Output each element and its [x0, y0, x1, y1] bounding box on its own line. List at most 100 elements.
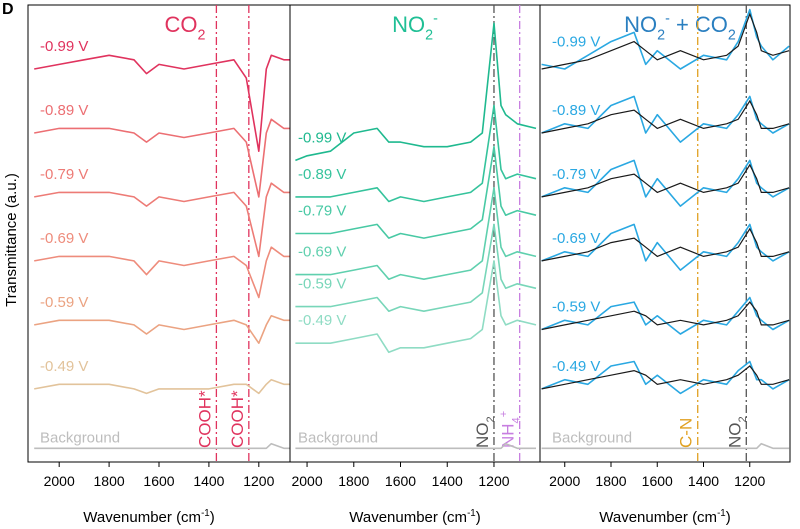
reference-label: NH4+	[498, 411, 523, 448]
text-part: -1	[467, 508, 476, 519]
x-tick-label: 2000	[44, 473, 75, 489]
spectrum	[541, 442, 790, 450]
series-label: Background	[552, 429, 632, 446]
fit-curve	[541, 12, 790, 70]
x-tick-label: 2000	[549, 473, 580, 489]
text-part: 4	[511, 417, 523, 423]
plot-frame	[539, 4, 791, 463]
text-part: +	[498, 411, 510, 417]
x-axis-label: Wavenumber (cm-1)	[83, 508, 214, 526]
x-tick-label: 1600	[143, 473, 174, 489]
text-part: Wavenumber (cm	[599, 509, 717, 526]
series-label: -0.99 V	[40, 38, 88, 55]
fit-curve	[541, 99, 790, 134]
text-part: COOH*	[195, 390, 214, 448]
series-label: -0.59 V	[40, 294, 88, 311]
fit-curve	[541, 365, 790, 390]
text-part: NO	[392, 12, 425, 37]
text-part: )	[726, 509, 731, 526]
text-part: )	[476, 509, 481, 526]
series-label: -0.89 V	[298, 166, 346, 183]
text-part: 2	[657, 28, 665, 44]
spectrum	[295, 145, 537, 239]
spectrum	[34, 442, 290, 450]
series-label: Background	[40, 429, 120, 446]
text-part: 2	[485, 416, 497, 422]
reference-label: COOH*	[195, 390, 214, 448]
x-tick-label: 1800	[338, 473, 369, 489]
text-part: + CO	[670, 12, 728, 37]
text-part: 2	[425, 28, 433, 44]
series-label: -0.49 V	[298, 312, 346, 329]
x-tick-label: 1200	[734, 473, 765, 489]
series-label: -0.99 V	[298, 129, 346, 146]
y-axis-label: Transmittance (a.u.)	[3, 173, 20, 307]
spectrum	[295, 104, 537, 203]
series-label: -0.69 V	[298, 244, 346, 261]
text-part: NO	[473, 423, 492, 449]
text-part: Wavenumber (cm	[83, 509, 201, 526]
reference-label: NO2	[473, 416, 497, 448]
x-axis-label: Wavenumber (cm-1)	[599, 508, 730, 526]
panel-label: D	[2, 1, 14, 18]
x-tick-label: 2000	[291, 473, 322, 489]
spectrum	[295, 187, 537, 280]
x-tick-label: 1200	[478, 473, 509, 489]
series-label: -0.79 V	[298, 202, 346, 219]
series-label: -0.69 V	[40, 230, 88, 247]
spectrum	[295, 223, 537, 312]
x-axis-label: Wavenumber (cm-1)	[349, 508, 480, 526]
x-tick-label: 1800	[94, 473, 125, 489]
fit-curve	[541, 227, 790, 262]
series-label: -0.99 V	[552, 33, 600, 50]
text-part: NO	[624, 12, 657, 37]
series-label: -0.49 V	[40, 358, 88, 375]
text-part: Wavenumber (cm	[349, 509, 467, 526]
spectrum	[34, 315, 290, 344]
reference-label: NO2	[725, 416, 749, 448]
text-part: )	[210, 509, 215, 526]
text-part: NH	[499, 423, 518, 448]
series-label: -0.59 V	[552, 298, 600, 315]
fit-curve	[541, 163, 790, 198]
panel-title: NO2- + CO2	[624, 11, 736, 44]
series-label: -0.79 V	[40, 166, 88, 183]
spectrum	[295, 442, 536, 450]
spectrum	[34, 182, 290, 258]
text-part: CO	[165, 12, 198, 37]
spectrum	[34, 246, 290, 299]
series-label: -0.49 V	[552, 358, 600, 375]
text-part: -	[665, 11, 670, 27]
fit-curve	[541, 301, 790, 331]
reference-label: C-N	[677, 418, 696, 448]
text-part: 2	[737, 416, 749, 422]
x-tick-label: 1200	[243, 473, 274, 489]
series-label: -0.59 V	[298, 276, 346, 293]
spectrum	[295, 260, 537, 354]
text-part: NO	[725, 423, 744, 449]
spectrum	[34, 54, 290, 152]
panel-title: CO2	[165, 12, 206, 44]
text-part: -1	[201, 508, 210, 519]
spectrum	[295, 22, 537, 162]
x-tick-label: 1400	[432, 473, 463, 489]
x-tick-label: 1600	[385, 473, 416, 489]
x-tick-label: 1800	[595, 473, 626, 489]
series-label: -0.79 V	[552, 166, 600, 183]
x-tick-label: 1600	[642, 473, 673, 489]
reference-label: COOH*	[228, 390, 247, 448]
spectrum	[34, 378, 290, 395]
spectrum	[34, 118, 290, 198]
text-part: 2	[198, 28, 206, 44]
series-label: Background	[298, 429, 378, 446]
panel-title: NO2-	[392, 11, 438, 44]
series-label: -0.69 V	[552, 230, 600, 247]
text-part: 2	[728, 28, 736, 44]
series-label: -0.89 V	[552, 102, 600, 119]
text-part: -1	[717, 508, 726, 519]
x-tick-label: 1400	[688, 473, 719, 489]
x-tick-label: 1400	[193, 473, 224, 489]
series-label: -0.89 V	[40, 102, 88, 119]
text-part: COOH*	[228, 390, 247, 448]
